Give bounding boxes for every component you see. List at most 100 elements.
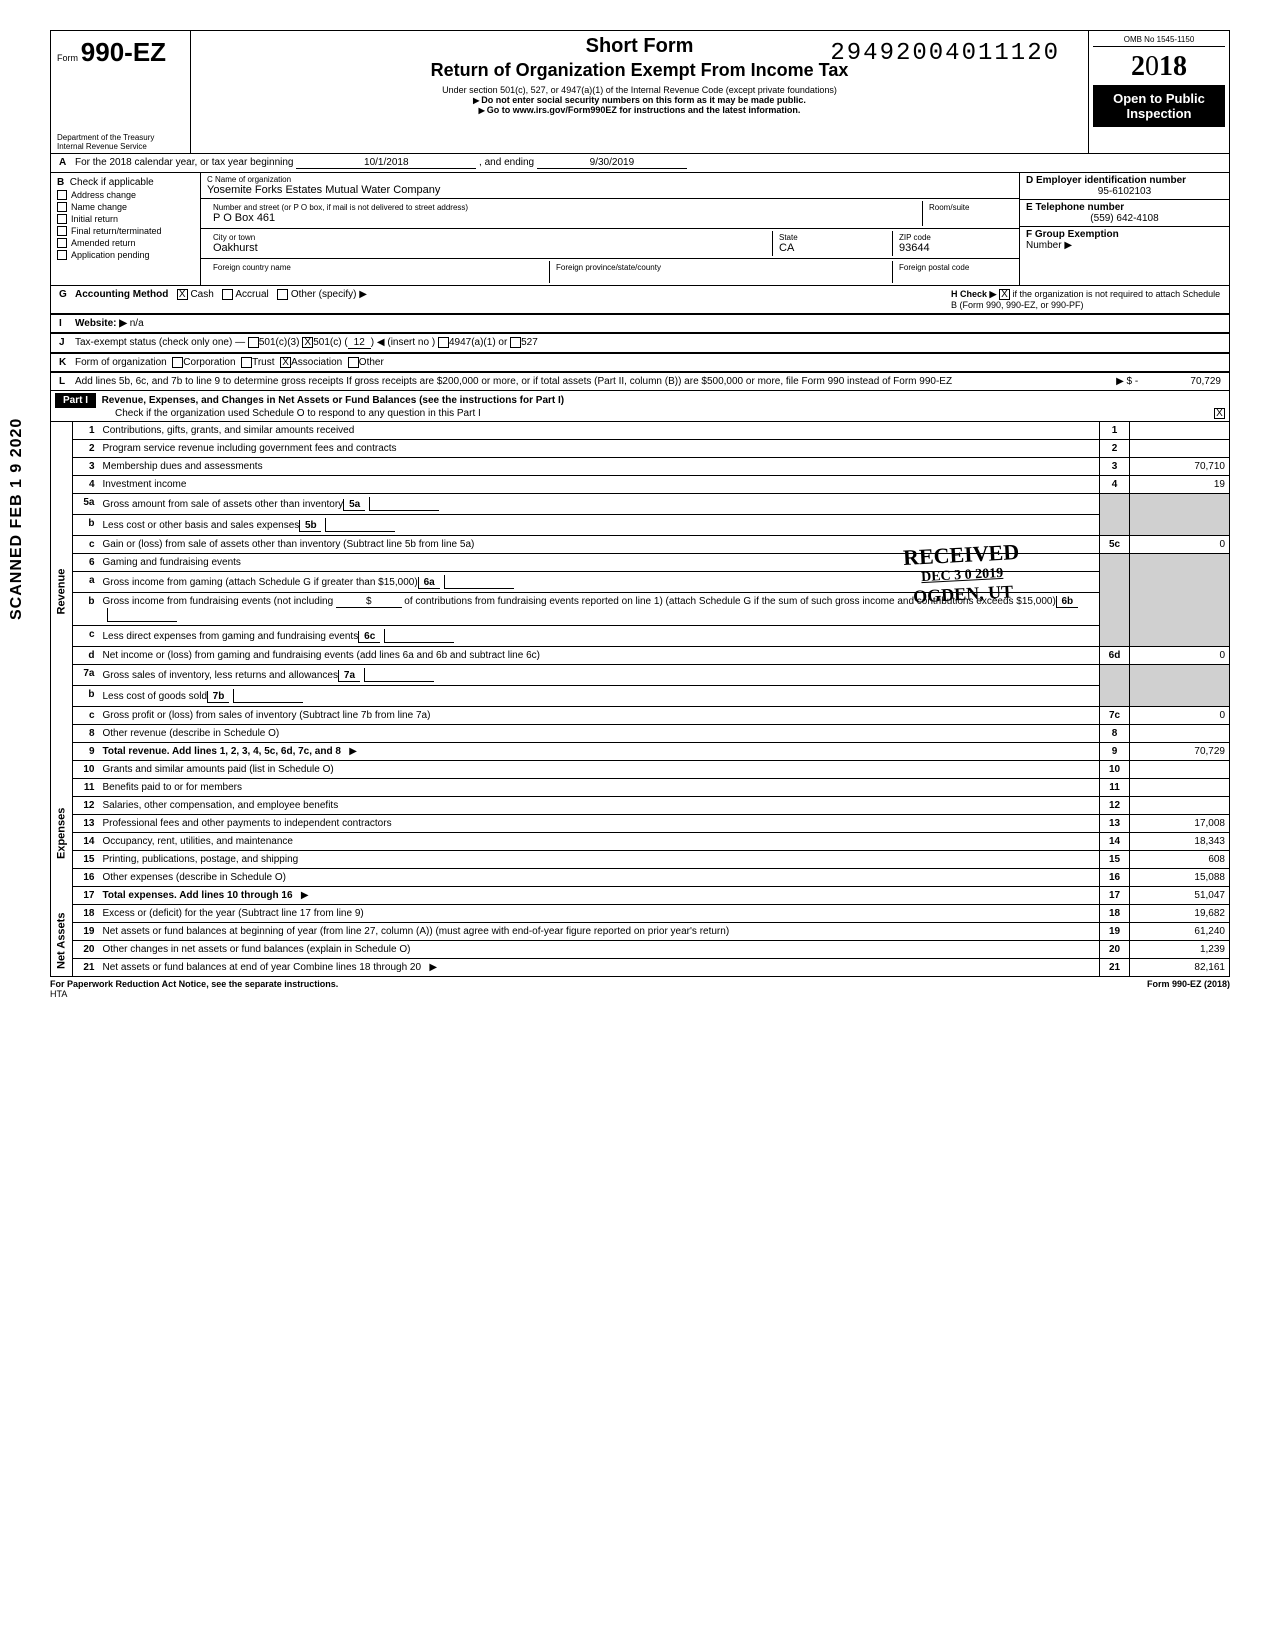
ln-7b-ibox [233, 689, 303, 703]
ln-6b-dollar: $ [336, 596, 402, 608]
ln-15-num: 15 [73, 851, 99, 869]
ln-6-num: 6 [73, 554, 99, 572]
footer: For Paperwork Reduction Act Notice, see … [50, 977, 1230, 1001]
row-h: H Check ▶ X if the organization is not r… [951, 289, 1221, 310]
ein-cell: D Employer identification number 95-6102… [1020, 173, 1229, 200]
dept-right [1089, 131, 1229, 153]
shade-6-amt [1130, 554, 1230, 647]
chk-address-change[interactable]: Address change [57, 190, 194, 200]
shade-7 [1100, 665, 1130, 707]
row-k: K Form of organization Corporation Trust… [50, 353, 1230, 372]
checkbox-icon [57, 238, 67, 248]
chk-trust[interactable] [241, 357, 252, 368]
ln-15-desc: Printing, publications, postage, and shi… [99, 851, 1100, 869]
ln-10-amt [1130, 761, 1230, 779]
opt-trust: Trust [252, 357, 274, 368]
subtitle-3: Go to www.irs.gov/Form990EZ for instruct… [199, 105, 1080, 115]
addr-label: Number and street (or P O box, if mail i… [213, 203, 916, 212]
chk-initial[interactable]: Initial return [57, 214, 194, 224]
chk-501c3[interactable] [248, 337, 259, 348]
ln-6d-num: d [73, 647, 99, 665]
chk-final[interactable]: Final return/terminated [57, 226, 194, 236]
website-label: Website: ▶ [75, 318, 127, 329]
chk-amended[interactable]: Amended return [57, 238, 194, 248]
gross-receipts: 70,729 [1141, 376, 1221, 387]
chk-4947[interactable] [438, 337, 449, 348]
ln-5b-il: 5b [299, 520, 321, 532]
ln-21-amt: 82,161 [1130, 959, 1230, 977]
ln-14-num: 14 [73, 833, 99, 851]
chk-schedule-b[interactable]: X [999, 289, 1010, 300]
chk-corp[interactable] [172, 357, 183, 368]
ln-12-amt [1130, 797, 1230, 815]
chk-other-acct[interactable] [277, 289, 288, 300]
ln-11-amt [1130, 779, 1230, 797]
opt-corp: Corporation [183, 357, 235, 368]
ln-12-num: 12 [73, 797, 99, 815]
ln-20-num: 20 [73, 941, 99, 959]
ln-3-desc: Membership dues and assessments [99, 458, 1100, 476]
ln-21-desc: Net assets or fund balances at end of ye… [99, 959, 1100, 977]
ln-8-box: 8 [1100, 725, 1130, 743]
ln-7a-il: 7a [338, 670, 360, 682]
group-label2: Number ▶ [1026, 240, 1223, 251]
chk-other-org[interactable] [348, 357, 359, 368]
org-name: Yosemite Forks Estates Mutual Water Comp… [207, 184, 1013, 196]
ln-6a-desc: Gross income from gaming (attach Schedul… [99, 572, 1100, 593]
ln-6d-desc: Net income or (loss) from gaming and fun… [99, 647, 1100, 665]
ln-4-desc: Investment income [99, 476, 1100, 494]
accounting-label: Accounting Method [75, 289, 168, 300]
opt-initial: Initial return [71, 214, 118, 224]
ln-14-box: 14 [1100, 833, 1130, 851]
chk-schedule-o[interactable]: X [1214, 408, 1225, 419]
ln-7a-num: 7a [73, 665, 99, 686]
opt-name: Name change [71, 202, 127, 212]
shade-7-amt [1130, 665, 1230, 707]
ln-10-desc: Grants and similar amounts paid (list in… [99, 761, 1100, 779]
col-c: C Name of organization Yosemite Forks Es… [201, 173, 1019, 285]
ln-1-num: 1 [73, 422, 99, 440]
ln-14-amt: 18,343 [1130, 833, 1230, 851]
ln-11-desc: Benefits paid to or for members [99, 779, 1100, 797]
501c-suffix: ) ◀ (insert no ) [371, 337, 435, 349]
ln-5a-il: 5a [343, 499, 365, 511]
chk-name-change[interactable]: Name change [57, 202, 194, 212]
ln-12-box: 12 [1100, 797, 1130, 815]
col-b-header: Check if applicable [70, 177, 154, 188]
dept-2: Internal Revenue Service [57, 142, 147, 151]
label-j: J [59, 337, 75, 349]
ln-6b-il: 6b [1056, 596, 1078, 608]
ln-6c-num: c [73, 626, 99, 647]
opt-cash: Cash [190, 289, 213, 300]
footer-left: For Paperwork Reduction Act Notice, see … [50, 979, 338, 999]
footer-hta: HTA [50, 989, 67, 999]
chk-accrual[interactable] [222, 289, 233, 300]
chk-527[interactable] [510, 337, 521, 348]
ln-5b-ibox [325, 518, 395, 532]
opt-accrual: Accrual [235, 289, 268, 300]
part-1-header: Part I Revenue, Expenses, and Changes in… [50, 391, 1230, 422]
ln-18-desc: Excess or (deficit) for the year (Subtra… [99, 905, 1100, 923]
row-a-pre: For the 2018 calendar year, or tax year … [75, 157, 293, 168]
opt-501c: 501(c) ( [313, 337, 347, 349]
ln-7a-ibox [364, 668, 434, 682]
paperwork-notice: For Paperwork Reduction Act Notice, see … [50, 979, 338, 989]
ln-9-amt: 70,729 [1130, 743, 1230, 761]
label-a: A [59, 157, 75, 169]
ln-5c-box: 5c [1100, 536, 1130, 554]
opt-501c3: 501(c)(3) [259, 337, 300, 349]
chk-assoc[interactable]: X [280, 357, 291, 368]
ln-19-box: 19 [1100, 923, 1130, 941]
ln-7c-box: 7c [1100, 707, 1130, 725]
ln-9-desc: Total revenue. Add lines 1, 2, 3, 4, 5c,… [99, 743, 1100, 761]
chk-cash[interactable]: X [177, 289, 188, 300]
chk-pending[interactable]: Application pending [57, 250, 194, 260]
row-a-mid: , and ending [479, 157, 534, 168]
subtitle-1: Under section 501(c), 527, or 4947(a)(1)… [199, 85, 1080, 95]
ln-8-num: 8 [73, 725, 99, 743]
city-val: Oakhurst [213, 242, 766, 254]
zip-val: 93644 [899, 242, 1007, 254]
chk-501c[interactable]: X [302, 337, 313, 348]
ln-7c-amt: 0 [1130, 707, 1230, 725]
ln-15-amt: 608 [1130, 851, 1230, 869]
